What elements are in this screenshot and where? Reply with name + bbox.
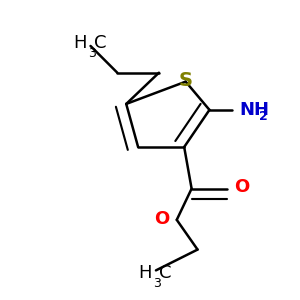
Text: C: C [94,34,106,52]
Text: 2: 2 [260,110,268,123]
Text: 3: 3 [88,47,96,61]
Text: O: O [154,210,169,228]
Text: H: H [73,34,87,52]
Text: C: C [159,264,171,282]
Text: NH: NH [239,101,269,119]
Text: S: S [179,71,193,90]
Text: H: H [139,264,152,282]
Text: O: O [234,178,249,196]
Text: 3: 3 [154,277,161,290]
